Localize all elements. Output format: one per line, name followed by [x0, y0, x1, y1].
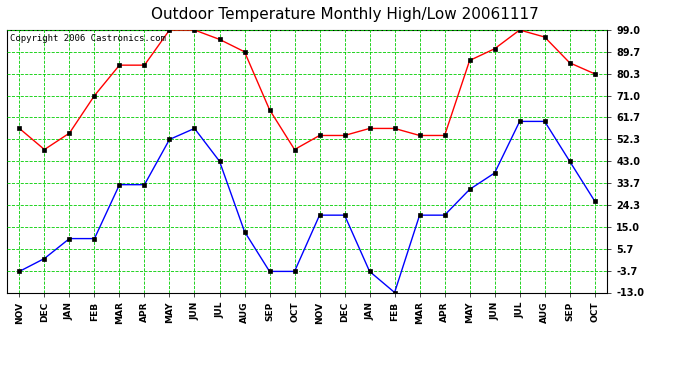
Text: Outdoor Temperature Monthly High/Low 20061117: Outdoor Temperature Monthly High/Low 200…: [151, 8, 539, 22]
Text: Copyright 2006 Castronics.com: Copyright 2006 Castronics.com: [10, 34, 166, 43]
